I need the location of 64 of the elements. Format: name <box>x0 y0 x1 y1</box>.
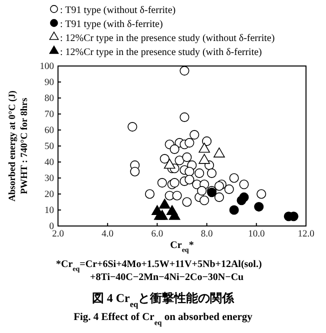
x-tick-label: 6.0 <box>151 230 164 240</box>
point <box>224 184 234 194</box>
x-tick-label: 2.0 <box>52 230 64 240</box>
text: +8Ti−40C−2Mn−4Ni−2Co−30N−Cu <box>90 272 244 283</box>
y-axis-title: Absorbed energy at 0°C (J) PWHT : 740°C for 8hrs <box>8 90 30 202</box>
legend-label: : T91 type (with δ-ferrite) <box>60 19 163 30</box>
point <box>239 180 249 190</box>
point <box>182 197 192 207</box>
y-tick-label: 100 <box>40 62 54 72</box>
point <box>229 173 239 183</box>
point <box>229 205 239 215</box>
point <box>197 186 207 196</box>
point <box>214 181 224 191</box>
point <box>239 192 249 202</box>
x-axis-title: Cr$_{eq}$* <box>170 240 194 254</box>
point <box>170 144 180 154</box>
legend-label: : T91 type (without δ-ferrite) <box>60 5 176 16</box>
point <box>184 174 194 184</box>
legend-label: : 12%Cr type in the presence study (with δ-ferrite) <box>60 47 262 58</box>
point <box>180 66 190 76</box>
x-tick-label: 8.0 <box>200 230 213 240</box>
point <box>172 190 182 200</box>
point <box>180 112 190 122</box>
y-tick-label: 70 <box>44 110 54 120</box>
point <box>144 189 155 199</box>
point <box>256 189 266 199</box>
y-tick-label: 10 <box>44 206 54 216</box>
point <box>130 166 140 176</box>
y-tick-label: 80 <box>44 94 54 104</box>
point <box>174 156 184 166</box>
point <box>200 196 210 206</box>
point <box>128 122 138 132</box>
point <box>190 130 200 140</box>
y-tick-label: 50 <box>44 142 54 152</box>
text: Fig. 4 Effect of Cr$_{eq}$ on absorbed energy <box>74 312 254 326</box>
point <box>168 210 180 220</box>
point <box>184 138 194 148</box>
point <box>157 178 167 188</box>
legend-label: : 12%Cr type in the presence study (without δ-ferrite) <box>60 33 275 44</box>
text: *Cr$_{eq}$=Cr+6Si+4Mo+1.5W+11V+5Nb+12Al(sol.) <box>56 259 262 273</box>
y-tick-label: 0 <box>49 222 54 232</box>
point <box>160 154 170 164</box>
point <box>214 192 224 202</box>
y-tick-label: 60 <box>44 126 54 136</box>
point <box>194 168 204 178</box>
point <box>254 202 264 212</box>
point <box>202 136 212 146</box>
y-tick-label: 40 <box>44 158 54 168</box>
x-tick-label: 4.0 <box>102 230 114 240</box>
point <box>198 142 210 153</box>
point <box>206 168 217 178</box>
point <box>182 152 192 162</box>
y-tick-label: 30 <box>44 174 54 184</box>
point <box>156 210 168 220</box>
x-tick-label: 12.0 <box>298 230 315 240</box>
y-tick-label: 20 <box>44 190 54 200</box>
point <box>170 178 180 188</box>
point <box>214 148 225 158</box>
point <box>164 158 176 169</box>
point <box>184 166 194 176</box>
x-tick-label: 10.0 <box>248 230 265 240</box>
point <box>158 198 170 209</box>
y-tick-label: 90 <box>44 78 54 88</box>
text: 図 4 Cr$_{eq}$と衝撃性能の関係 <box>92 291 236 308</box>
